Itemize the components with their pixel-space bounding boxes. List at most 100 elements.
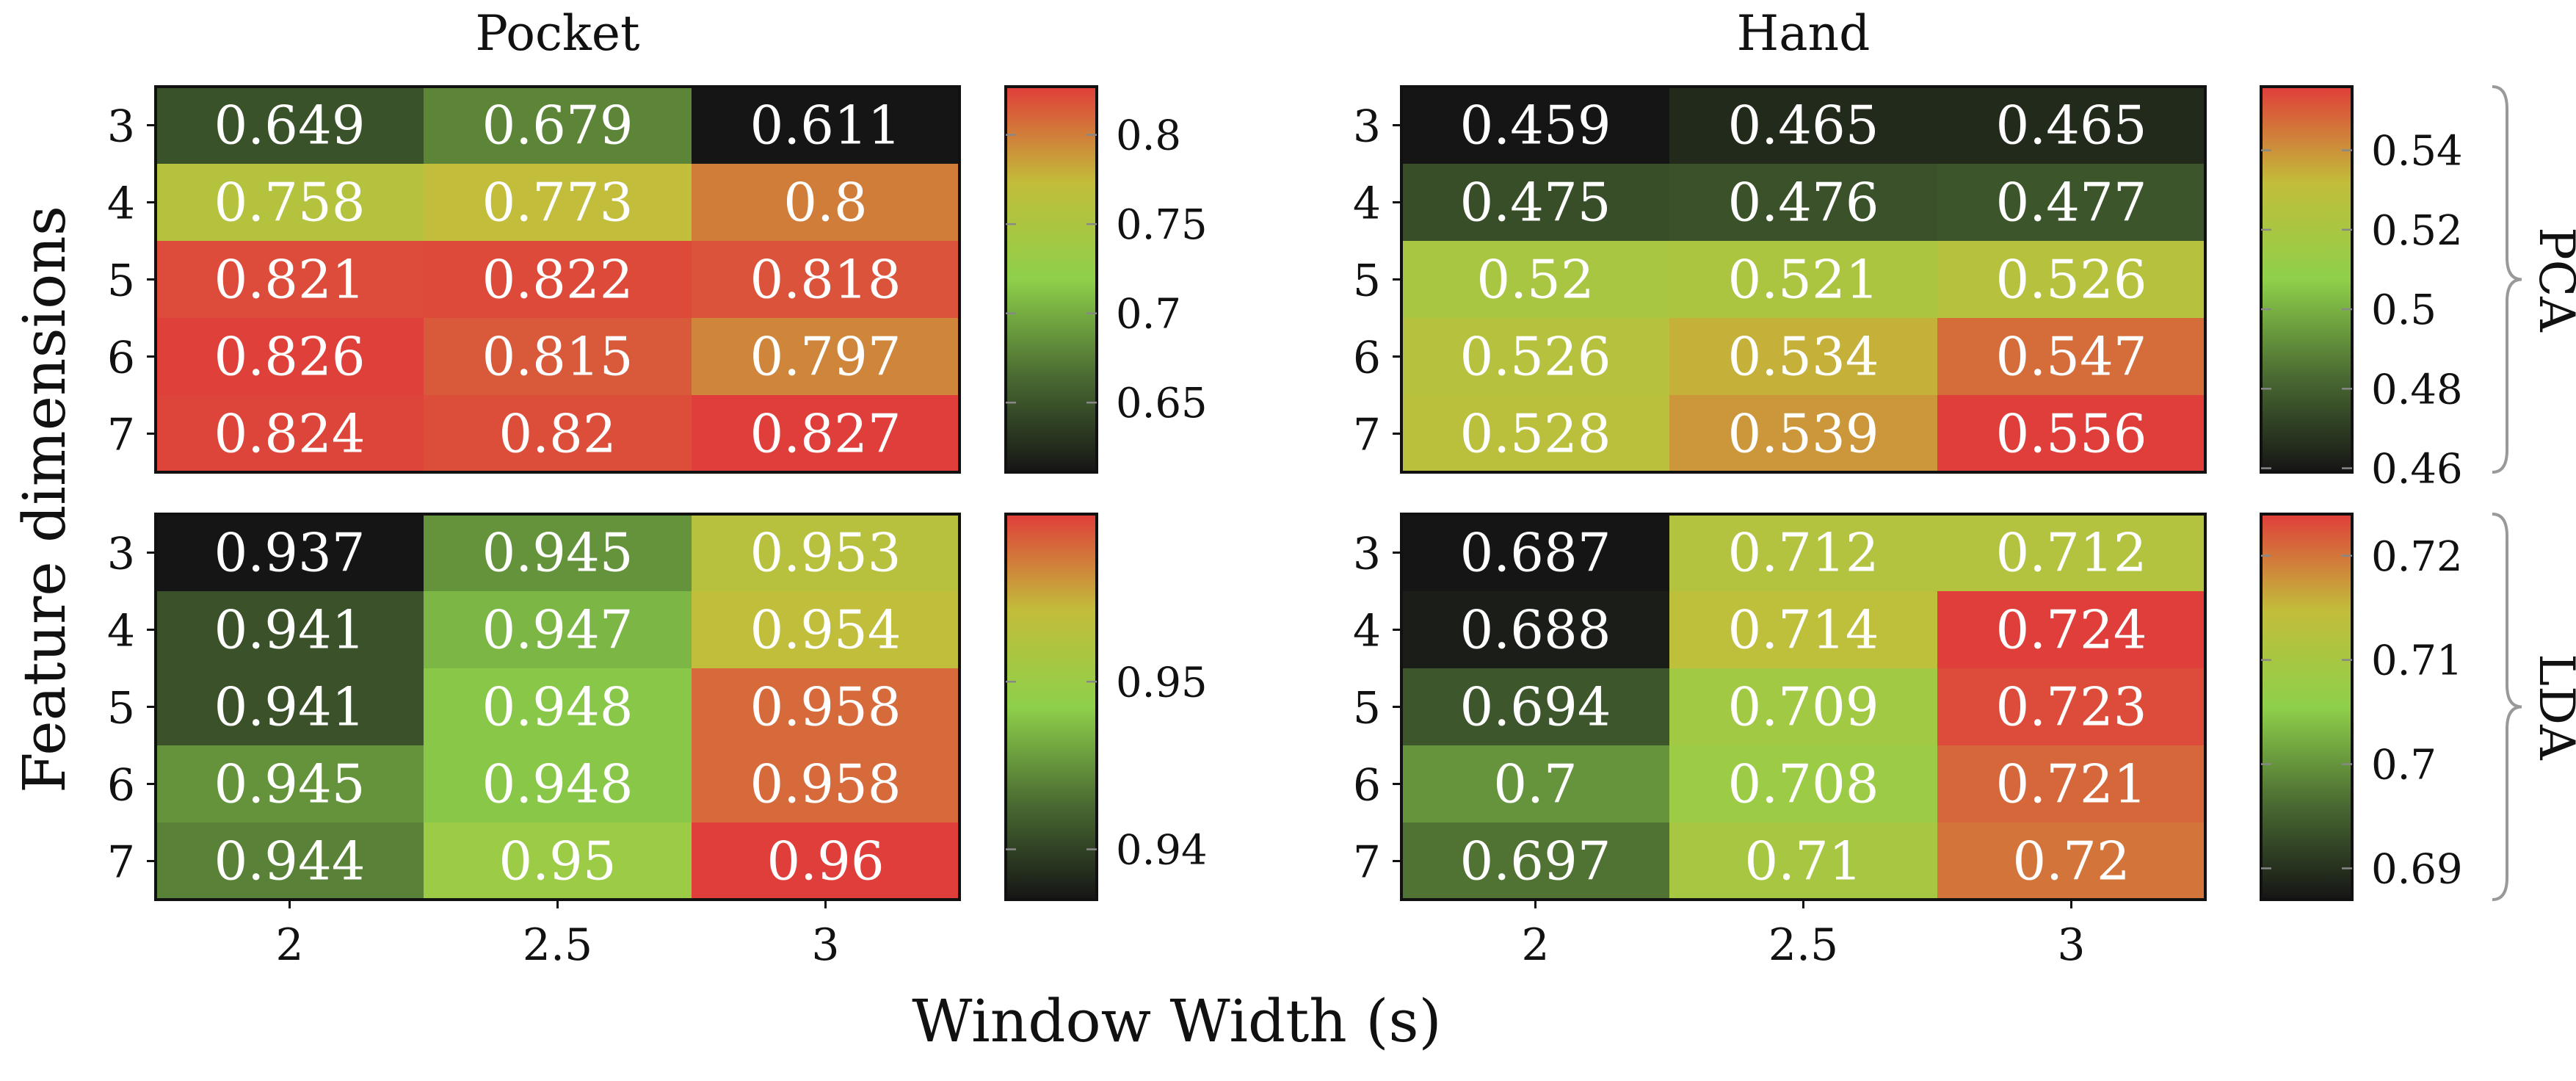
heatmap-cell bbox=[424, 822, 692, 900]
heatmap-cell bbox=[156, 745, 424, 823]
cell-value-label: 0.475 bbox=[1459, 172, 1611, 234]
cell-value-label: 0.697 bbox=[1459, 831, 1611, 892]
column-tick-label: 2 bbox=[1521, 919, 1549, 971]
heatmap-cell bbox=[1669, 822, 1938, 900]
cell-value-label: 0.534 bbox=[1727, 326, 1879, 388]
cell-value-label: 0.948 bbox=[482, 753, 633, 815]
cell-value-label: 0.7 bbox=[1493, 753, 1578, 815]
heatmap-cell bbox=[424, 668, 692, 746]
cell-value-label: 0.526 bbox=[1995, 249, 2147, 311]
column-tick-label: 2.5 bbox=[1768, 919, 1838, 971]
cell-value-label: 0.724 bbox=[1995, 599, 2147, 661]
row-group-brace bbox=[2492, 85, 2522, 474]
cell-value-label: 0.758 bbox=[214, 172, 365, 234]
cell-value-label: 0.465 bbox=[1995, 95, 2147, 156]
cell-value-label: 0.948 bbox=[482, 676, 633, 738]
cell-value-label: 0.611 bbox=[750, 95, 901, 156]
row-tick-label: 5 bbox=[1353, 256, 1381, 307]
row-tick-label: 3 bbox=[107, 101, 135, 153]
cell-value-label: 0.694 bbox=[1459, 676, 1611, 738]
heatmap-cell bbox=[156, 164, 424, 242]
heatmap-cell bbox=[1937, 745, 2206, 823]
row-tick-label: 4 bbox=[107, 178, 135, 230]
row-tick-label: 4 bbox=[1353, 606, 1381, 657]
colorbar-tick-label: 0.72 bbox=[2371, 533, 2463, 581]
heatmap-cell bbox=[1937, 591, 2206, 669]
cell-value-label: 0.714 bbox=[1727, 599, 1879, 661]
colorbar bbox=[1004, 513, 1098, 901]
heatmap-cell bbox=[156, 241, 424, 319]
colorbar-tick-label: 0.75 bbox=[1116, 201, 1208, 249]
panel-title: Hand bbox=[1737, 5, 1871, 62]
cell-value-label: 0.954 bbox=[750, 599, 901, 661]
cell-value-label: 0.528 bbox=[1459, 403, 1611, 465]
colorbar-tick-label: 0.8 bbox=[1116, 112, 1181, 160]
cell-value-label: 0.649 bbox=[214, 95, 365, 156]
heatmap-cell bbox=[1401, 241, 1670, 319]
cell-value-label: 0.958 bbox=[750, 753, 901, 815]
heatmap-cell bbox=[1401, 318, 1670, 396]
heatmap-cell bbox=[424, 87, 692, 164]
heatmap-cell bbox=[156, 514, 424, 592]
heatmap-cell bbox=[424, 395, 692, 473]
colorbar-tick-label: 0.48 bbox=[2371, 366, 2463, 413]
cell-value-label: 0.721 bbox=[1995, 753, 2147, 815]
cell-value-label: 0.945 bbox=[214, 753, 365, 815]
cell-value-label: 0.945 bbox=[482, 522, 633, 584]
colorbar-tick-label: 0.54 bbox=[2371, 128, 2463, 176]
colorbar-tick-label: 0.71 bbox=[2371, 637, 2463, 685]
cell-value-label: 0.476 bbox=[1727, 172, 1879, 234]
heatmap-cell bbox=[1937, 87, 2206, 164]
row-tick-label: 7 bbox=[107, 410, 135, 461]
heatmap-cell bbox=[156, 822, 424, 900]
row-group-label: PCA bbox=[2528, 227, 2576, 333]
cell-value-label: 0.687 bbox=[1459, 522, 1611, 584]
row-tick-label: 7 bbox=[1353, 410, 1381, 461]
cell-value-label: 0.459 bbox=[1459, 95, 1611, 156]
heatmap-cell bbox=[424, 745, 692, 823]
row-tick-label: 3 bbox=[1353, 101, 1381, 153]
cell-value-label: 0.539 bbox=[1727, 403, 1879, 465]
heatmap-cell bbox=[692, 164, 960, 242]
cell-value-label: 0.709 bbox=[1727, 676, 1879, 738]
heatmap-cell bbox=[1401, 822, 1670, 900]
cell-value-label: 0.818 bbox=[750, 249, 901, 311]
cell-value-label: 0.71 bbox=[1744, 831, 1862, 892]
heatmap-cell bbox=[692, 241, 960, 319]
row-tick-label: 6 bbox=[1353, 760, 1381, 811]
heatmap-cell bbox=[1937, 241, 2206, 319]
row-group-label: LDA bbox=[2528, 654, 2576, 761]
heatmap-cell bbox=[1669, 87, 1938, 164]
cell-value-label: 0.526 bbox=[1459, 326, 1611, 388]
cell-value-label: 0.712 bbox=[1995, 522, 2147, 584]
heatmap-cell bbox=[1401, 164, 1670, 242]
heatmap-cell bbox=[1937, 395, 2206, 473]
cell-value-label: 0.688 bbox=[1459, 599, 1611, 661]
heatmap-cell bbox=[424, 318, 692, 396]
column-tick-label: 3 bbox=[811, 919, 839, 971]
colorbar-tick-label: 0.5 bbox=[2371, 286, 2437, 334]
cell-value-label: 0.821 bbox=[214, 249, 365, 311]
cell-value-label: 0.95 bbox=[498, 831, 616, 892]
row-tick-label: 3 bbox=[1353, 529, 1381, 580]
cell-value-label: 0.556 bbox=[1995, 403, 2147, 465]
cell-value-label: 0.547 bbox=[1995, 326, 2147, 388]
heatmap-cell bbox=[424, 241, 692, 319]
column-tick-label: 3 bbox=[2057, 919, 2085, 971]
cell-value-label: 0.937 bbox=[214, 522, 365, 584]
row-tick-label: 5 bbox=[1353, 683, 1381, 734]
cell-value-label: 0.824 bbox=[214, 403, 365, 465]
heatmap-cell bbox=[1937, 164, 2206, 242]
heatmap-cell bbox=[1669, 514, 1938, 592]
row-tick-label: 4 bbox=[1353, 178, 1381, 230]
cell-value-label: 0.477 bbox=[1995, 172, 2147, 234]
cell-value-label: 0.82 bbox=[498, 403, 616, 465]
colorbar bbox=[1004, 85, 1098, 474]
column-tick-label: 2 bbox=[275, 919, 303, 971]
colorbar-tick-label: 0.7 bbox=[1116, 291, 1181, 339]
cell-value-label: 0.8 bbox=[783, 172, 868, 234]
heatmap-cell bbox=[156, 668, 424, 746]
